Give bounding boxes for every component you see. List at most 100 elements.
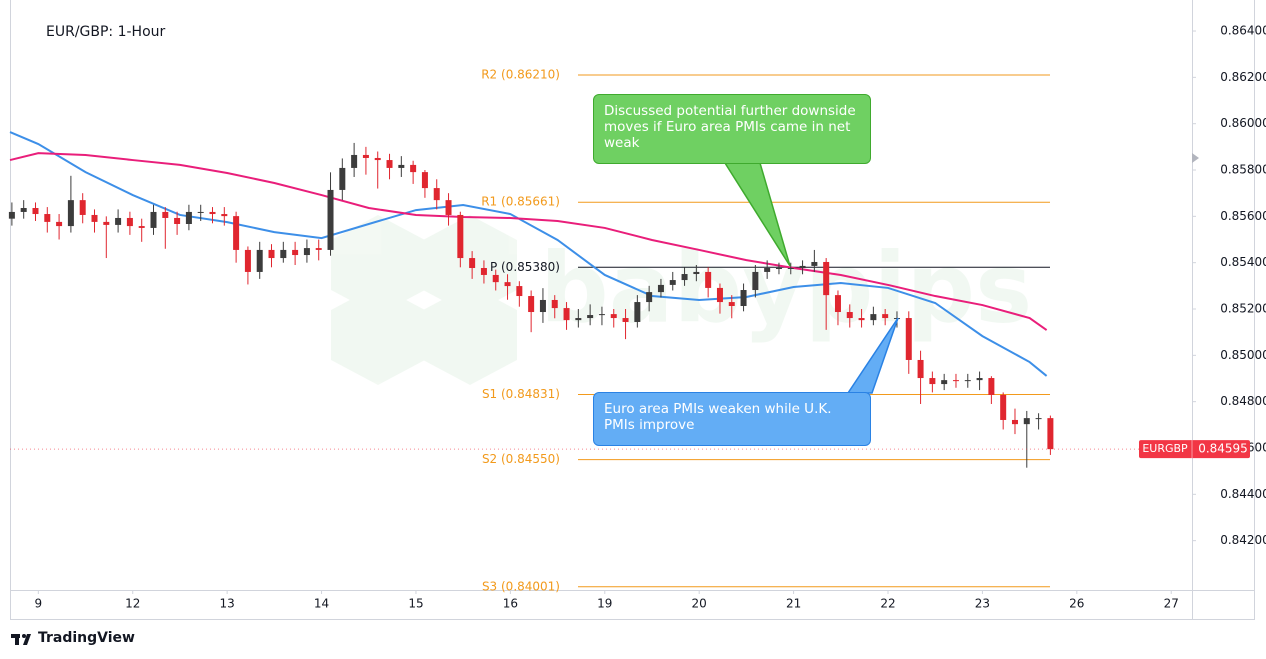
candle-body <box>528 296 535 313</box>
candle-body <box>551 299 558 309</box>
logo-shape <box>23 634 31 645</box>
y-tick-label: 0.84400 <box>1220 487 1266 501</box>
candle-body <box>197 211 204 213</box>
last-price-name: EURGBP <box>1142 442 1188 455</box>
candle-body <box>115 217 122 225</box>
candle-body <box>634 302 641 322</box>
candle-body <box>339 167 346 190</box>
candle-body <box>327 189 334 250</box>
candle-body <box>91 214 98 222</box>
logo-shape <box>15 634 19 645</box>
y-tick-label: 0.85200 <box>1220 302 1266 316</box>
moving-averages <box>9 131 1048 377</box>
y-tick-label: 0.85400 <box>1220 255 1266 269</box>
candle-body <box>162 211 169 218</box>
candle-body <box>32 208 39 215</box>
candle-body <box>1000 394 1007 420</box>
candle-body <box>492 274 499 283</box>
annotation: Discussed potential further downside mov… <box>593 94 871 164</box>
candle-body <box>469 258 476 269</box>
x-tick-label: 23 <box>975 597 990 611</box>
candle-body <box>256 249 263 272</box>
candle-body <box>870 314 877 321</box>
x-tick-label: 14 <box>314 597 329 611</box>
candle-body <box>705 271 712 288</box>
x-tick-label: 12 <box>125 597 140 611</box>
candle-body <box>764 268 771 272</box>
candle-body <box>398 164 405 168</box>
candle-body <box>905 318 912 360</box>
candle-body <box>421 172 428 189</box>
pivot-label: S2 (0.84550) <box>482 452 560 466</box>
pivot-label: R1 (0.85661) <box>481 195 560 209</box>
candle-body <box>233 216 240 250</box>
candle-body <box>103 221 110 225</box>
watermark-hex <box>331 285 425 385</box>
candle-body <box>433 188 440 201</box>
candles <box>8 142 1054 468</box>
candle-body <box>292 249 299 256</box>
candle-body <box>598 314 605 316</box>
candle-body <box>575 318 582 321</box>
candle-body <box>787 268 794 270</box>
candle-body <box>823 261 830 296</box>
x-tick-label: 20 <box>692 597 707 611</box>
candle-body <box>374 157 381 161</box>
candle-body <box>1011 419 1018 425</box>
candle-body <box>8 211 15 219</box>
candle-body <box>138 226 145 228</box>
candle-body <box>740 290 747 306</box>
candle-body <box>610 314 617 319</box>
axis-scroll-marker <box>1192 153 1199 163</box>
y-tick-label: 0.85800 <box>1220 163 1266 177</box>
x-tick-label: 22 <box>880 597 895 611</box>
candle-body <box>362 154 369 158</box>
pivot-levels: R2 (0.86210) R1 (0.85661) P (0.85380) S1 (0… <box>481 68 1050 593</box>
candle-body <box>657 284 664 293</box>
pivot-label: R2 (0.86210) <box>481 68 560 82</box>
last-price-tag <box>1139 440 1250 459</box>
candle-body <box>315 248 322 250</box>
candle-body <box>268 249 275 259</box>
x-tick-label: 27 <box>1164 597 1179 611</box>
watermark-hex <box>331 215 425 315</box>
candle-body <box>646 292 653 303</box>
y-tick-label: 0.86200 <box>1220 70 1266 84</box>
candle-body <box>563 308 570 321</box>
moving-average <box>9 152 1048 331</box>
candle-body <box>799 265 806 269</box>
pivot-label: S1 (0.84831) <box>482 387 560 401</box>
candle-body <box>882 314 889 319</box>
candle-body <box>941 380 948 385</box>
candle-body <box>693 271 700 275</box>
x-tick-label: 13 <box>219 597 234 611</box>
y-tick-label: 0.85000 <box>1220 348 1266 362</box>
y-tick-label: 0.85600 <box>1220 209 1266 223</box>
candle-body <box>20 208 27 212</box>
x-tick-label: 9 <box>35 597 43 611</box>
candle-body <box>952 380 959 382</box>
candle-body <box>221 214 228 217</box>
y-tick-label: 0.86000 <box>1220 116 1266 130</box>
x-tick-label: 15 <box>408 597 423 611</box>
candle-body <box>280 249 287 259</box>
candle-body <box>1035 418 1042 420</box>
candle-body <box>858 318 865 321</box>
candle-body <box>457 214 464 259</box>
candle-body <box>209 211 216 215</box>
candle-body <box>811 261 818 266</box>
candle-body <box>622 318 629 322</box>
candle-body <box>79 200 86 215</box>
pivot-label: P (0.85380) <box>490 260 560 274</box>
candle-body <box>669 280 676 285</box>
candle-body <box>410 164 417 173</box>
candle-body <box>174 217 181 224</box>
watermark-hex <box>423 285 517 385</box>
logo-shape <box>22 634 26 638</box>
candle-body <box>67 200 74 227</box>
candle-body <box>386 160 393 168</box>
x-tick-label: 26 <box>1069 597 1084 611</box>
candle-body <box>834 295 841 313</box>
